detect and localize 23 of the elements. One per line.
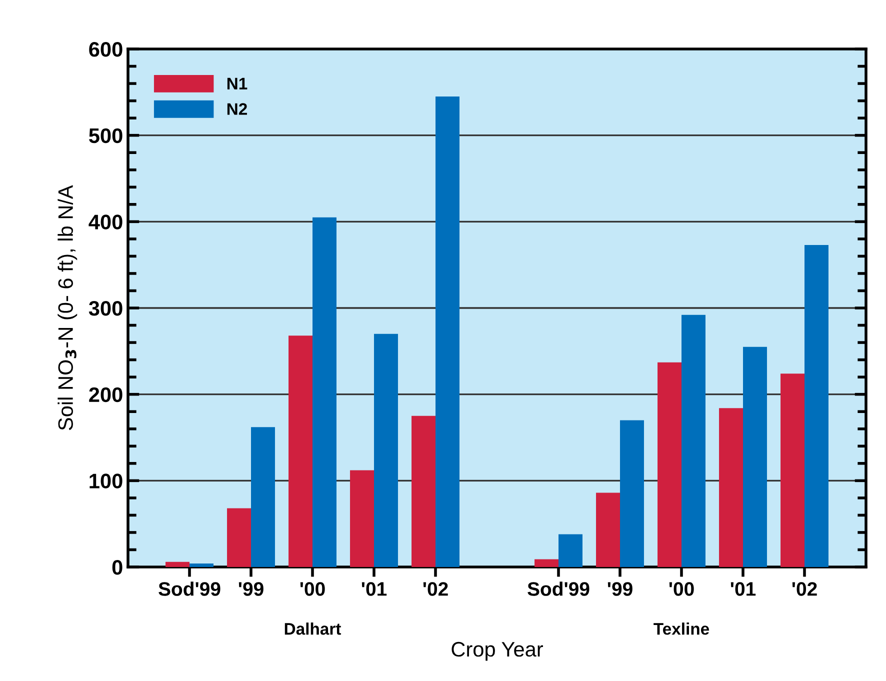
x-tick-label: '99 <box>238 582 264 596</box>
x-axis-title: Crop Year <box>452 642 543 661</box>
y-tick-label: 0 <box>112 560 122 575</box>
x-tick-label: '99 <box>608 582 632 596</box>
x-tick-label: Sod'99 <box>158 582 220 596</box>
y-tick-label: 100 <box>90 474 122 488</box>
x-tick-label: '01 <box>362 582 387 596</box>
y-tick-label: 300 <box>88 301 122 316</box>
x-tick-label: '01 <box>730 582 756 596</box>
legend-label: N2 <box>227 103 247 115</box>
x-tick-label: '00 <box>669 582 694 596</box>
x-tick-label: '00 <box>300 582 325 596</box>
legend-label: N1 <box>227 78 248 90</box>
y-tick-label: 200 <box>89 387 122 402</box>
x-tick-label: '02 <box>792 582 817 596</box>
text: Dalhart <box>284 622 342 635</box>
y-tick-label: 400 <box>88 214 122 230</box>
x-tick-label: '02 <box>423 582 448 596</box>
x-tick-label: Sod'99 <box>528 582 590 596</box>
y-axis-title: Soil NO$_{3}$-N (0- 6 ft), lb N/A <box>58 185 78 430</box>
y-tick-label: 500 <box>89 128 122 144</box>
y-tick-label: 600 <box>89 42 122 57</box>
text: Texline <box>654 622 710 635</box>
